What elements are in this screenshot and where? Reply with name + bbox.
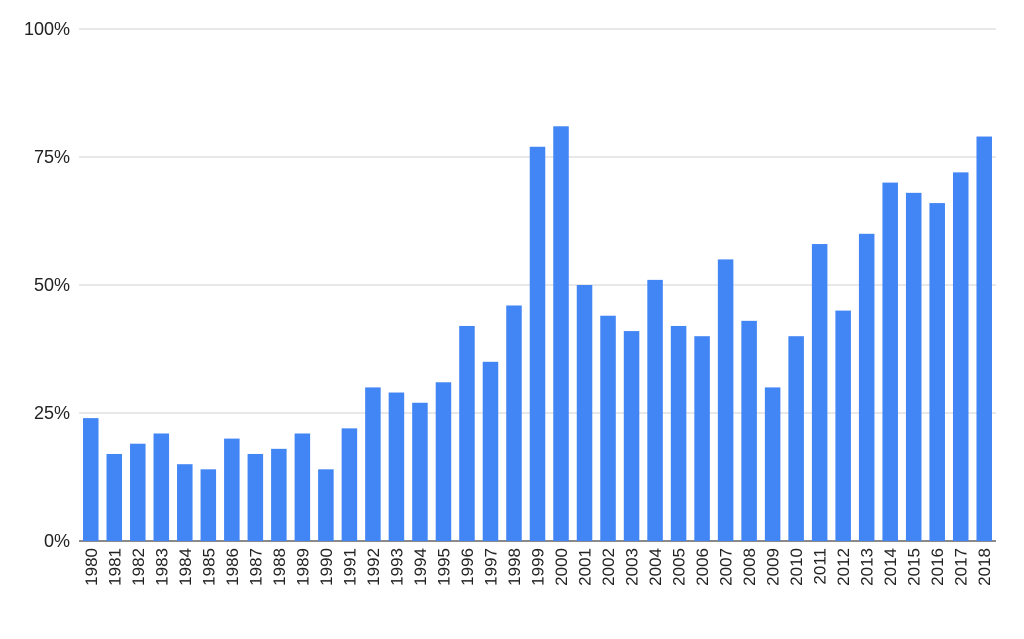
bar-1988 bbox=[271, 448, 287, 541]
x-tick-label: 1984 bbox=[176, 548, 195, 586]
bar-1990 bbox=[318, 469, 334, 541]
x-tick-label: 1992 bbox=[364, 548, 383, 586]
x-tick-label: 2005 bbox=[670, 548, 689, 586]
x-tick-label: 1980 bbox=[82, 548, 101, 586]
x-tick-label: 1993 bbox=[387, 548, 406, 586]
bars bbox=[82, 126, 993, 542]
y-tick-label: 25% bbox=[34, 403, 70, 423]
y-tick-label: 50% bbox=[34, 275, 70, 295]
bar-2012 bbox=[835, 310, 851, 541]
bar-1983 bbox=[153, 433, 170, 541]
x-tick-label: 2001 bbox=[576, 548, 595, 586]
bar-1982 bbox=[130, 443, 146, 541]
bar-2005 bbox=[670, 325, 687, 541]
x-tick-label: 2004 bbox=[646, 548, 665, 586]
x-tick-label: 2000 bbox=[552, 548, 571, 586]
x-tick-label: 1998 bbox=[505, 548, 524, 586]
x-tick-label: 1985 bbox=[199, 548, 218, 586]
x-tick-label: 1999 bbox=[529, 548, 548, 586]
x-tick-label: 1982 bbox=[129, 548, 148, 586]
x-tick-label: 2012 bbox=[834, 548, 853, 586]
x-tick-label: 1997 bbox=[481, 548, 500, 586]
bar-1997 bbox=[482, 361, 499, 541]
bar-2006 bbox=[694, 336, 710, 541]
x-tick-label: 1995 bbox=[434, 548, 453, 586]
x-tick-label: 1989 bbox=[293, 548, 312, 586]
y-tick-label: 100% bbox=[24, 19, 70, 39]
x-tick-label: 2009 bbox=[764, 548, 783, 586]
bar-2011 bbox=[811, 244, 828, 542]
bar-2009 bbox=[764, 387, 781, 541]
x-tick-label: 2018 bbox=[975, 548, 994, 586]
bar-1986 bbox=[224, 438, 240, 541]
y-tick-label: 75% bbox=[34, 147, 70, 167]
bar-2004 bbox=[647, 279, 663, 541]
bar-1985 bbox=[200, 469, 217, 541]
bar-2017 bbox=[952, 172, 969, 542]
x-tick-label: 2003 bbox=[623, 548, 642, 586]
x-tick-label: 2010 bbox=[787, 548, 806, 586]
bar-2014 bbox=[882, 182, 898, 541]
x-tick-label: 2008 bbox=[740, 548, 759, 586]
x-tick-label: 1991 bbox=[340, 548, 359, 586]
bar-1998 bbox=[506, 305, 522, 541]
x-tick-label: 1981 bbox=[105, 548, 124, 586]
x-tick-label: 2013 bbox=[858, 548, 877, 586]
x-tick-label: 1983 bbox=[152, 548, 171, 586]
x-tick-label: 2006 bbox=[693, 548, 712, 586]
bar-1980 bbox=[82, 418, 99, 541]
x-tick-label: 2015 bbox=[905, 548, 924, 586]
bar-1993 bbox=[388, 392, 405, 541]
bar-1991 bbox=[341, 428, 358, 541]
y-axis-tick-labels: 0% 25% 50% 75% 100% bbox=[24, 19, 70, 551]
x-axis-tick-labels: 1980 1981 1982 1983 1984 1985 1986 1987 1988 1989… bbox=[82, 548, 994, 586]
x-tick-label: 2014 bbox=[881, 548, 900, 586]
bar-1984 bbox=[177, 464, 193, 541]
x-tick-label: 2017 bbox=[952, 548, 971, 586]
x-tick-label: 2011 bbox=[811, 548, 830, 585]
bar-2013 bbox=[858, 233, 875, 542]
x-tick-label: 1986 bbox=[223, 548, 242, 586]
bar-2003 bbox=[623, 331, 640, 541]
bar-1999 bbox=[529, 146, 546, 541]
y-tick-label: 0% bbox=[44, 531, 70, 551]
bar-1987 bbox=[247, 453, 264, 541]
bar-1981 bbox=[106, 453, 123, 541]
bar-2010 bbox=[788, 336, 804, 541]
bar-1989 bbox=[294, 433, 311, 541]
x-tick-label: 2007 bbox=[717, 548, 736, 586]
bar-2008 bbox=[741, 320, 757, 541]
bar-2015 bbox=[905, 192, 922, 541]
bar-2001 bbox=[576, 285, 593, 541]
x-tick-label: 1994 bbox=[411, 548, 430, 586]
bar-1994 bbox=[412, 402, 428, 541]
bar-1995 bbox=[435, 382, 452, 541]
x-tick-label: 2002 bbox=[599, 548, 618, 586]
x-tick-label: 1990 bbox=[317, 548, 336, 586]
x-tick-label: 1988 bbox=[270, 548, 289, 586]
bar-2002 bbox=[600, 315, 616, 541]
x-tick-label: 1996 bbox=[458, 548, 477, 586]
x-tick-label: 2016 bbox=[928, 548, 947, 586]
x-tick-label: 1987 bbox=[246, 548, 265, 586]
bar-1992 bbox=[365, 387, 381, 541]
bar-2000 bbox=[553, 126, 569, 541]
bar-2007 bbox=[717, 259, 734, 541]
bar-2016 bbox=[929, 203, 945, 541]
bar-1996 bbox=[459, 325, 475, 541]
bar-2018 bbox=[976, 136, 993, 541]
